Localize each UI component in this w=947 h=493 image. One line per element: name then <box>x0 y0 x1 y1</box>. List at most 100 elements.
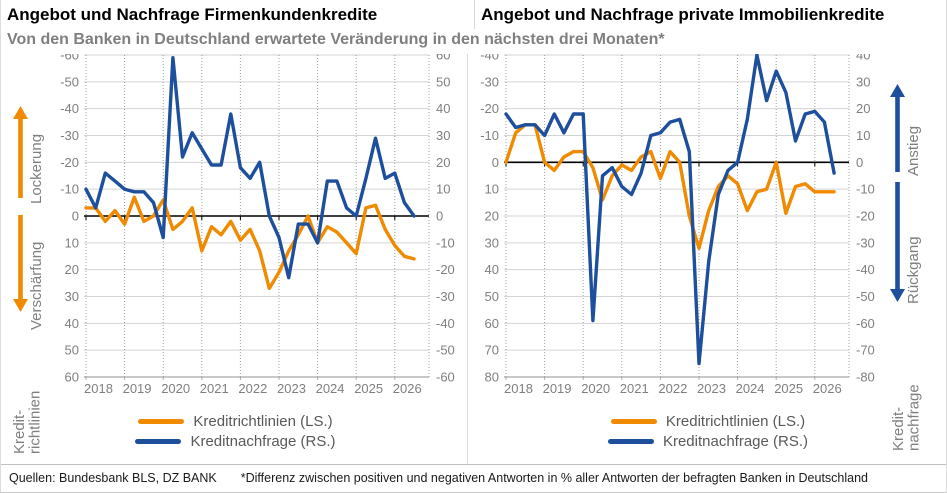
svg-text:30: 30 <box>65 289 79 304</box>
svg-text:10: 10 <box>856 128 870 143</box>
svg-text:80: 80 <box>485 370 499 385</box>
blue-line-swatch <box>135 438 182 444</box>
svg-text:-60: -60 <box>856 316 875 331</box>
svg-text:2019: 2019 <box>123 381 152 396</box>
svg-text:2025: 2025 <box>354 381 383 396</box>
svg-text:2020: 2020 <box>161 381 190 396</box>
svg-text:30: 30 <box>856 74 870 89</box>
charts-area: Lockerung Verschärfung Kredit- richtlini… <box>1 48 946 464</box>
title-row: Angebot und Nachfrage Firmenkundenkredit… <box>1 0 946 29</box>
easing-up-arrow-icon <box>13 106 28 198</box>
svg-text:2022: 2022 <box>658 381 687 396</box>
blue-line-swatch <box>607 438 654 444</box>
corporate-loans-chart: -60 60 -50 50 -40 40 -30 30 -20 20 -10 10 0 0 10 -10 20 -… <box>50 48 463 405</box>
svg-text:-10: -10 <box>436 235 455 250</box>
svg-text:2024: 2024 <box>316 381 345 396</box>
svg-text:-20: -20 <box>856 209 875 224</box>
svg-text:-70: -70 <box>856 343 875 358</box>
svg-text:60: 60 <box>436 54 450 63</box>
right-legend: Kreditrichtlinien (LS.) Kreditnachfrage … <box>470 411 946 451</box>
svg-text:-40: -40 <box>480 54 499 63</box>
decrease-label: Rückgang <box>905 236 922 304</box>
svg-text:-50: -50 <box>436 343 455 358</box>
svg-text:10: 10 <box>436 182 450 197</box>
svg-text:-30: -30 <box>436 289 455 304</box>
svg-text:-40: -40 <box>856 262 875 277</box>
svg-text:2018: 2018 <box>84 381 113 396</box>
svg-text:70: 70 <box>485 343 499 358</box>
sources-text: Quellen: Bundesbank BLS, DZ BANK <box>9 471 217 485</box>
svg-text:-30: -30 <box>480 74 499 89</box>
svg-text:40: 40 <box>856 54 870 63</box>
legend-item-guidelines: Kreditrichtlinien (LS.) <box>138 411 333 431</box>
svg-text:-20: -20 <box>60 155 79 170</box>
svg-text:10: 10 <box>65 235 79 250</box>
svg-text:-10: -10 <box>60 182 79 197</box>
increase-label: Anstieg <box>905 125 922 176</box>
left-chart-title: Angebot und Nachfrage Firmenkundenkredit… <box>7 5 378 24</box>
right-chart-title: Angebot und Nachfrage private Immobilien… <box>474 0 946 29</box>
svg-text:-40: -40 <box>436 316 455 331</box>
orange-line-swatch <box>138 418 185 424</box>
left-axis-name: Kredit- richtlinien <box>11 390 44 454</box>
legend-item-guidelines: Kreditrichtlinien (LS.) <box>610 411 806 431</box>
legend-label-guidelines: Kreditrichtlinien (LS.) <box>193 412 333 430</box>
svg-text:2021: 2021 <box>200 381 229 396</box>
housing-loans-panel: -40 40 -30 30 -20 20 -10 10 0 0 10 -10 20 -20 30 -30 40 -… <box>467 48 946 464</box>
svg-text:20: 20 <box>856 101 870 116</box>
svg-text:2020: 2020 <box>581 381 610 396</box>
housing-loans-chart: -40 40 -30 30 -20 20 -10 10 0 0 10 -10 20 -20 30 -30 40 -… <box>470 48 883 405</box>
tightening-down-arrow-icon <box>13 215 28 312</box>
svg-text:0: 0 <box>72 209 79 224</box>
svg-text:60: 60 <box>65 370 79 385</box>
legend-item-demand: Kreditnachfrage (RS.) <box>607 431 808 451</box>
svg-text:2021: 2021 <box>620 381 649 396</box>
orange-line-swatch <box>610 418 657 424</box>
svg-text:2024: 2024 <box>736 381 765 396</box>
svg-text:30: 30 <box>485 235 499 250</box>
svg-text:2023: 2023 <box>697 381 726 396</box>
svg-text:40: 40 <box>65 316 79 331</box>
svg-text:2023: 2023 <box>277 381 306 396</box>
svg-text:-80: -80 <box>856 370 875 385</box>
svg-text:2026: 2026 <box>813 381 842 396</box>
footer: Quellen: Bundesbank BLS, DZ BANK *Differe… <box>1 464 946 492</box>
svg-text:-30: -30 <box>60 128 79 143</box>
svg-text:2019: 2019 <box>543 381 572 396</box>
easing-label: Lockerung <box>28 133 45 204</box>
svg-text:50: 50 <box>485 289 499 304</box>
left-legend: Kreditrichtlinien (LS.) Kreditnachfrage … <box>4 411 467 451</box>
svg-text:0: 0 <box>492 155 499 170</box>
left-annotation-gutter: Lockerung Verschärfung Kredit- richtlini… <box>4 54 50 454</box>
svg-text:0: 0 <box>436 209 443 224</box>
corporate-loans-panel: Lockerung Verschärfung Kredit- richtlini… <box>1 48 467 464</box>
right-axis-name: Kredit- nachfrage <box>890 384 923 451</box>
svg-text:30: 30 <box>436 128 450 143</box>
svg-text:50: 50 <box>436 74 450 89</box>
svg-text:-10: -10 <box>856 182 875 197</box>
legend-label-demand: Kreditnachfrage (RS.) <box>190 432 336 450</box>
svg-text:-10: -10 <box>480 128 499 143</box>
right-annotation-gutter: Anstieg Rückgang Kredit- nachfrage <box>883 54 935 451</box>
svg-text:20: 20 <box>485 209 499 224</box>
svg-text:60: 60 <box>485 316 499 331</box>
svg-text:-60: -60 <box>60 54 79 63</box>
increase-up-arrow-icon <box>890 84 905 172</box>
svg-text:-20: -20 <box>480 101 499 116</box>
svg-text:-50: -50 <box>60 74 79 89</box>
tightening-label: Verschärfung <box>28 241 45 330</box>
legend-label-guidelines: Kreditrichtlinien (LS.) <box>665 412 806 430</box>
svg-text:-50: -50 <box>856 289 875 304</box>
svg-text:-20: -20 <box>436 262 455 277</box>
svg-text:-30: -30 <box>856 235 875 250</box>
legend-item-demand: Kreditnachfrage (RS.) <box>135 431 336 451</box>
svg-text:2026: 2026 <box>393 381 422 396</box>
chart-subtitle: Von den Banken in Deutschland erwartete … <box>7 31 665 48</box>
svg-text:40: 40 <box>485 262 499 277</box>
svg-text:-40: -40 <box>60 101 79 116</box>
svg-text:0: 0 <box>856 155 863 170</box>
svg-text:20: 20 <box>436 155 450 170</box>
svg-text:40: 40 <box>436 101 450 116</box>
svg-text:2025: 2025 <box>774 381 803 396</box>
